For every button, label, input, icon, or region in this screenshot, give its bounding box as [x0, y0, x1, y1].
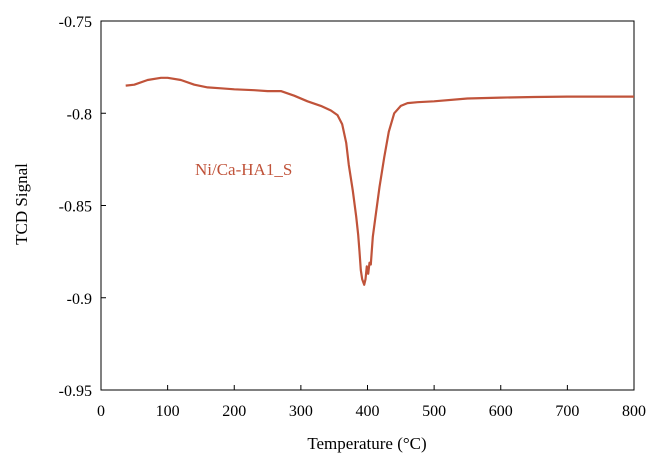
x-tick-label: 600 — [489, 403, 513, 420]
x-tick-label: 500 — [422, 403, 446, 420]
x-tick-label: 200 — [222, 403, 246, 420]
x-axis: 0 100 200 300 400 500 600 700 800 — [97, 385, 646, 420]
y-axis-title: TCD Signal — [12, 163, 31, 245]
x-tick-label: 0 — [97, 403, 105, 420]
y-axis: -0.75 -0.8 -0.85 -0.9 -0.95 — [59, 14, 106, 400]
x-tick-label: 400 — [356, 403, 380, 420]
series-label: Ni/Ca-HA1_S — [195, 160, 292, 179]
series-layer — [125, 76, 634, 286]
series-line — [125, 76, 634, 286]
y-tick-label: -0.9 — [67, 291, 92, 308]
y-tick-label: -0.85 — [59, 199, 92, 216]
x-tick-label: 700 — [555, 403, 579, 420]
plot-area — [100, 20, 635, 391]
x-axis-title: Temperature (°C) — [307, 434, 426, 453]
y-tick-label: -0.8 — [67, 106, 92, 123]
plot-border — [100, 20, 635, 391]
x-tick-label: 100 — [156, 403, 180, 420]
y-tick-label: -0.75 — [59, 14, 92, 31]
x-tick-label: 300 — [289, 403, 313, 420]
y-tick-label: -0.95 — [59, 383, 92, 400]
x-tick-label: 800 — [622, 403, 646, 420]
